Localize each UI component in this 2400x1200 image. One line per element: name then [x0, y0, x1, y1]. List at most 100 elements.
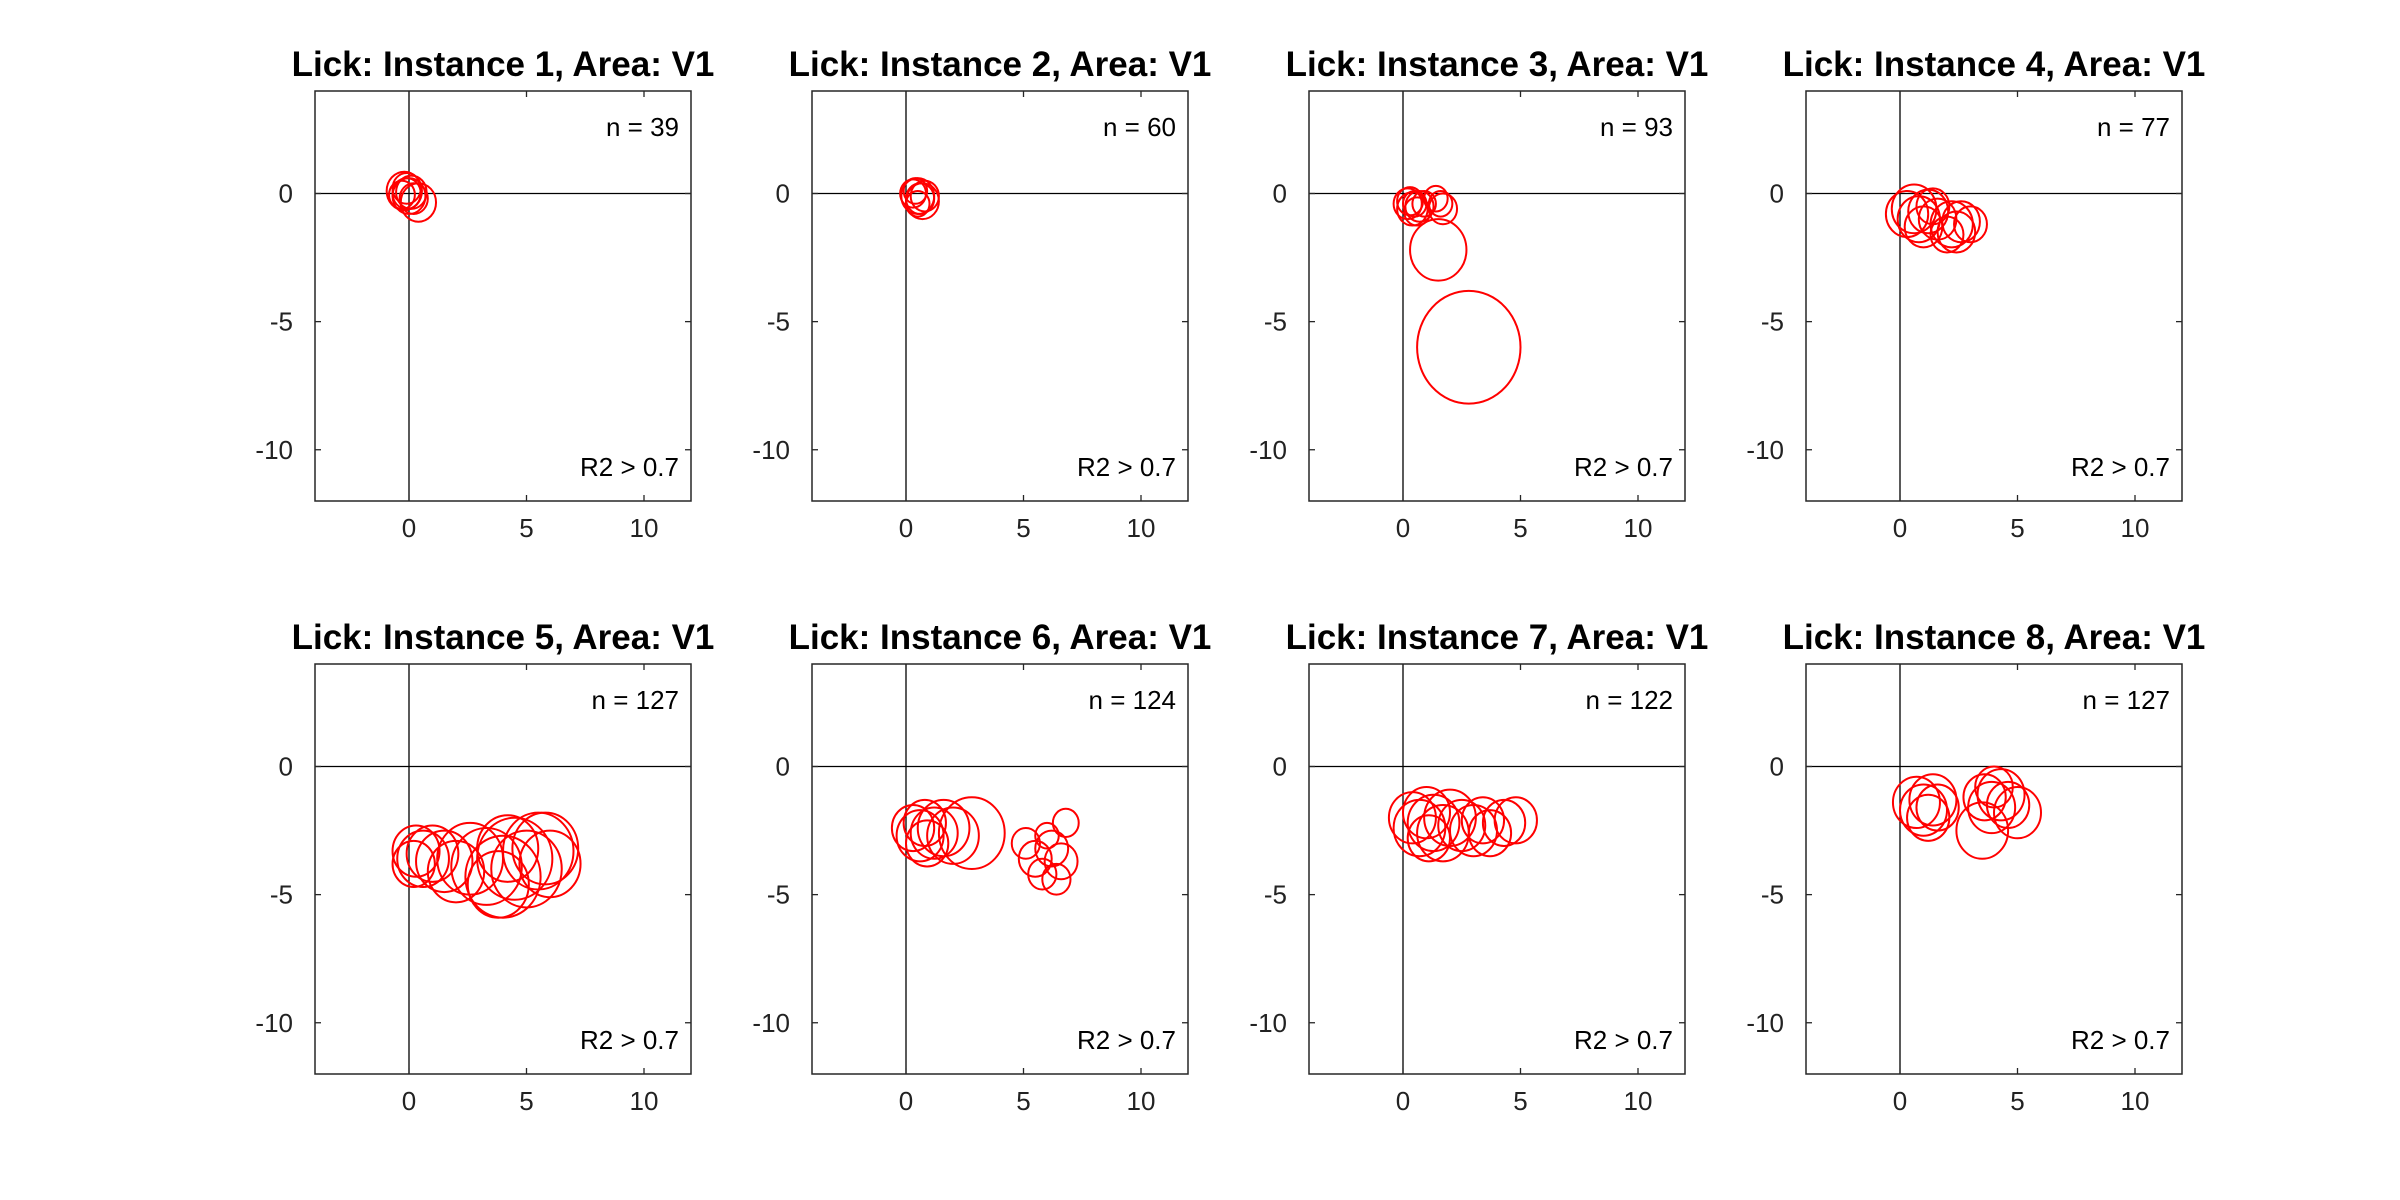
x-tick-label: 10 — [630, 513, 659, 543]
rf-circle — [1906, 793, 1951, 842]
r2-threshold-label: R2 > 0.7 — [1077, 452, 1176, 482]
rf-circle — [1034, 821, 1060, 850]
panel-title: Lick: Instance 1, Area: V1 — [292, 45, 715, 84]
panel-7: Lick: Instance 7, Area: V1 0 5 10 0 -5 -10 n = … — [1249, 618, 1708, 1116]
panel-title: Lick: Instance 2, Area: V1 — [789, 45, 1212, 84]
rf-circle — [1437, 798, 1487, 853]
x-tick-label: 10 — [630, 1086, 659, 1116]
n-count-label: n = 93 — [1600, 112, 1673, 142]
rf-circle — [1423, 184, 1449, 213]
rf-circle — [1936, 210, 1977, 254]
rf-circle — [476, 816, 554, 901]
rf-circles — [1387, 786, 1538, 863]
rf-circle — [415, 829, 474, 894]
panel-6: Lick: Instance 6, Area: V1 0 5 10 0 -5 -10 n = … — [752, 618, 1211, 1116]
x-tick-label: 5 — [1513, 1086, 1527, 1116]
x-tick-label: 0 — [1396, 513, 1410, 543]
rf-circle — [426, 839, 486, 904]
axes-box — [314, 663, 692, 1075]
x-tick-label: 10 — [1127, 1086, 1156, 1116]
panel-3: Lick: Instance 3, Area: V1 0 5 10 0 -5 -10 n = … — [1249, 45, 1708, 543]
rf-circle — [1409, 218, 1468, 282]
rf-circle — [1010, 827, 1041, 860]
r2-threshold-label: R2 > 0.7 — [1077, 1025, 1176, 1055]
rf-circle — [1416, 289, 1522, 405]
panel-title: Lick: Instance 8, Area: V1 — [1783, 618, 2206, 657]
panel-8: Lick: Instance 8, Area: V1 0 5 10 0 -5 -10 n = … — [1746, 618, 2205, 1116]
panel-1: Lick: Instance 1, Area: V1 0 5 10 0 -5 -10 n = … — [255, 45, 714, 543]
rf-circle — [511, 811, 580, 886]
panel-2: Lick: Instance 2, Area: V1 0 5 10 0 -5 -10 n = … — [752, 45, 1211, 543]
axes-box — [1805, 663, 2183, 1075]
rf-circle — [1481, 798, 1527, 847]
rf-circles — [899, 177, 940, 221]
panel-title: Lick: Instance 6, Area: V1 — [789, 618, 1212, 657]
y-tick-label: -10 — [255, 435, 293, 465]
rf-circle — [1402, 189, 1428, 218]
r2-threshold-label: R2 > 0.7 — [2071, 1025, 2170, 1055]
y-tick-label: -10 — [1249, 1008, 1287, 1038]
axes-box — [1805, 90, 2183, 502]
x-tick-label: 10 — [1127, 513, 1156, 543]
x-tick-label: 0 — [1893, 1086, 1907, 1116]
panel-title: Lick: Instance 4, Area: V1 — [1783, 45, 2206, 84]
rf-circle — [391, 839, 436, 888]
rf-circle — [1027, 857, 1058, 891]
y-tick-label: 0 — [279, 752, 293, 782]
rf-circles — [385, 170, 438, 223]
rf-circles — [890, 796, 1080, 896]
rf-circle — [1043, 842, 1079, 881]
rf-circle — [466, 850, 530, 919]
n-count-label: n = 127 — [2083, 685, 2170, 715]
rf-circle — [396, 829, 450, 888]
panel-title: Lick: Instance 7, Area: V1 — [1286, 618, 1709, 657]
x-tick-label: 10 — [1624, 1086, 1653, 1116]
x-tick-label: 0 — [899, 1086, 913, 1116]
rf-circle — [1493, 796, 1538, 845]
rf-circles — [1884, 183, 1988, 254]
x-tick-label: 5 — [1513, 513, 1527, 543]
axes-box — [811, 90, 1189, 502]
rf-circle — [1891, 775, 1941, 829]
y-tick-label: 0 — [1273, 752, 1287, 782]
y-tick-label: -5 — [270, 880, 293, 910]
y-tick-label: -5 — [1264, 307, 1287, 337]
x-tick-label: 5 — [519, 513, 533, 543]
y-tick-label: -5 — [1761, 307, 1784, 337]
rf-circle — [1402, 786, 1451, 840]
rf-circles — [1392, 184, 1522, 405]
rf-circle — [1041, 862, 1072, 896]
x-tick-label: 5 — [2010, 1086, 2024, 1116]
rf-circle — [1899, 783, 1948, 837]
y-tick-label: 0 — [279, 179, 293, 209]
x-tick-label: 5 — [1016, 513, 1030, 543]
rf-circle — [490, 829, 563, 909]
r2-threshold-label: R2 > 0.7 — [1574, 1025, 1673, 1055]
rf-circles — [1891, 765, 2042, 860]
rf-circle — [905, 189, 931, 218]
panel-title: Lick: Instance 5, Area: V1 — [292, 618, 715, 657]
r2-threshold-label: R2 > 0.7 — [2071, 452, 2170, 482]
x-tick-label: 0 — [1396, 1086, 1410, 1116]
panel-title: Lick: Instance 3, Area: V1 — [1286, 45, 1709, 84]
n-count-label: n = 77 — [2097, 112, 2170, 142]
x-tick-label: 0 — [402, 513, 416, 543]
r2-threshold-label: R2 > 0.7 — [1574, 452, 1673, 482]
y-tick-label: -5 — [270, 307, 293, 337]
rf-circle — [1051, 807, 1080, 838]
rf-circle — [890, 803, 936, 853]
y-tick-label: 0 — [776, 179, 790, 209]
rf-circle — [1953, 205, 1988, 244]
rf-circle — [405, 824, 460, 883]
axes-box — [1308, 90, 1686, 502]
rf-circle — [450, 827, 523, 906]
x-tick-label: 5 — [2010, 513, 2024, 543]
r2-threshold-label: R2 > 0.7 — [580, 452, 679, 482]
x-tick-label: 10 — [2121, 1086, 2150, 1116]
n-count-label: n = 39 — [606, 112, 679, 142]
y-tick-label: -5 — [767, 880, 790, 910]
rf-circle — [1915, 187, 1951, 226]
y-tick-label: -10 — [255, 1008, 293, 1038]
rf-circle — [909, 806, 959, 860]
n-count-label: n = 124 — [1089, 685, 1176, 715]
